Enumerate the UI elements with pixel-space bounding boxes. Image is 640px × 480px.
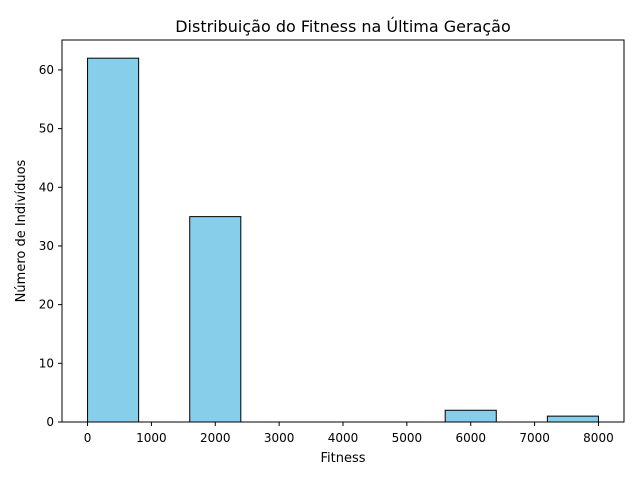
x-tick-label: 5000 [392,431,423,445]
x-axis-ticks: 0 1000 2000 3000 4000 5000 6000 7000 8000 [84,422,614,445]
chart-title: Distribuição do Fitness na Última Geraçã… [175,17,511,36]
histogram-bar-0 [87,57,140,423]
x-tick-label: 3000 [264,431,295,445]
x-tick-label: 1000 [136,431,167,445]
y-tick-label: 10 [39,356,54,370]
x-tick-label: 6000 [455,431,486,445]
y-tick-label: 30 [39,239,54,253]
histogram-bar-2 [189,216,242,423]
x-axis-label: Fitness [320,451,365,466]
y-axis-label: Número de Indivíduos [14,159,29,302]
x-tick-label: 4000 [328,431,359,445]
y-tick-label: 40 [39,180,54,194]
bars-group [87,57,599,423]
y-tick-label: 60 [39,63,54,77]
histogram-bar-9 [546,415,599,423]
x-tick-label: 7000 [519,431,550,445]
y-tick-label: 20 [39,298,54,312]
x-tick-label: 8000 [583,431,614,445]
y-axis-ticks: 0 10 20 30 40 50 60 [39,63,62,429]
y-tick-label: 50 [39,122,54,136]
plot-frame [61,39,625,423]
histogram-bar-7 [444,409,497,423]
x-tick-label: 2000 [200,431,231,445]
x-tick-label: 0 [84,431,92,445]
y-tick-label: 0 [46,415,54,429]
